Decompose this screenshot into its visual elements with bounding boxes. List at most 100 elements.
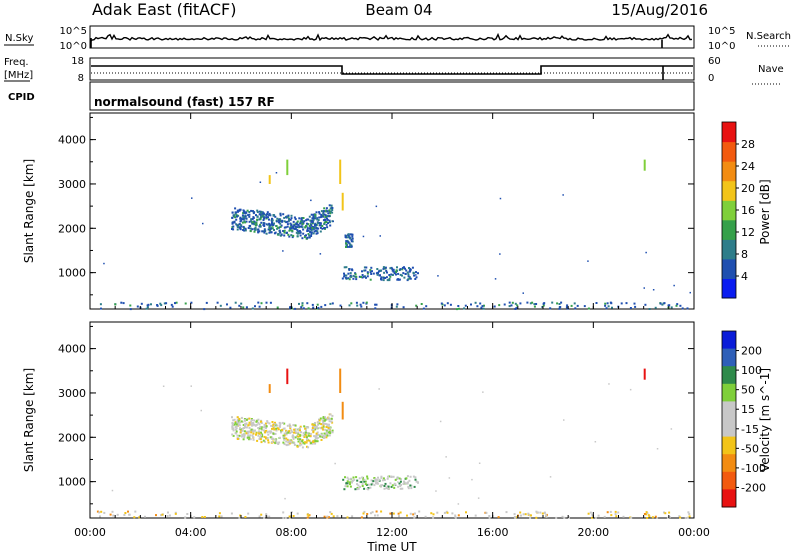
- echo-point: [412, 475, 415, 478]
- echo-point: [323, 227, 326, 229]
- echo-point: [314, 224, 316, 227]
- echo-point: [301, 440, 304, 442]
- echo-point: [351, 237, 354, 240]
- echo-point: [312, 215, 315, 218]
- echo-point: [229, 306, 232, 309]
- echo-point: [374, 303, 377, 306]
- echo-point: [549, 476, 552, 478]
- colorbar-tick-label: 28: [741, 138, 755, 151]
- echo-point: [243, 216, 246, 219]
- echo-point: [349, 485, 352, 488]
- echo-point: [294, 227, 297, 230]
- echo-point: [325, 434, 328, 436]
- echo-point: [482, 307, 485, 310]
- echo-point: [415, 274, 417, 276]
- echo-point: [316, 431, 319, 434]
- echo-point: [302, 217, 305, 219]
- echo-point: [389, 512, 392, 515]
- echo-point: [606, 302, 609, 305]
- echo-point: [257, 421, 260, 424]
- echo-point: [255, 222, 258, 225]
- echo-point: [269, 301, 272, 304]
- echo-point: [328, 427, 331, 430]
- echo-point: [395, 305, 398, 308]
- echo-point: [268, 422, 271, 425]
- echo-point: [366, 477, 369, 480]
- echo-point: [561, 515, 564, 518]
- date-title: 15/Aug/2016: [611, 1, 708, 19]
- echo-point: [432, 513, 435, 516]
- echo-point: [457, 503, 460, 505]
- echo-point: [306, 432, 309, 434]
- echo-point: [290, 429, 293, 432]
- echo-point: [299, 222, 302, 225]
- echo-point: [583, 305, 586, 308]
- colorbar-tick-label: 24: [741, 160, 755, 173]
- echo-point: [445, 456, 447, 458]
- echo-point: [383, 485, 386, 487]
- echo-point: [388, 279, 391, 282]
- echo-point: [257, 434, 260, 437]
- echo-point: [240, 219, 243, 222]
- echo-point: [362, 235, 365, 238]
- echo-point: [116, 513, 119, 516]
- echo-point: [258, 218, 261, 221]
- echo-point: [128, 513, 131, 516]
- echo-point: [391, 267, 394, 270]
- freq-left-label-1: Freq.: [4, 57, 29, 68]
- echo-point: [412, 513, 415, 516]
- echo-point: [253, 220, 256, 223]
- echo-point: [314, 428, 317, 431]
- colorbar-swatch: [722, 278, 736, 299]
- echo-point: [443, 304, 446, 307]
- echo-point: [271, 421, 274, 423]
- echo-point: [542, 304, 545, 307]
- echo-point: [235, 432, 238, 435]
- echo-point: [279, 214, 282, 217]
- echo-point: [397, 272, 400, 275]
- y-tick-label: 2000: [58, 222, 86, 235]
- echo-point: [606, 511, 609, 514]
- echo-point: [283, 220, 286, 223]
- echo-point: [288, 229, 291, 232]
- echo-point: [279, 231, 282, 234]
- echo-point: [246, 436, 249, 439]
- echo-point: [240, 302, 243, 305]
- echo-point: [514, 302, 517, 305]
- echo-point: [310, 220, 313, 223]
- echo-point: [312, 441, 315, 443]
- echo-point: [536, 511, 539, 514]
- echo-point: [281, 219, 284, 222]
- echo-point: [263, 516, 266, 519]
- echo-point: [410, 484, 413, 487]
- echo-point: [291, 236, 294, 239]
- echo-point: [240, 416, 243, 419]
- x-tick-label: 04:00: [175, 526, 207, 539]
- echo-point: [256, 439, 259, 442]
- echo-point: [156, 304, 159, 307]
- echo-point: [266, 213, 269, 216]
- colorbar-tick-label: -50: [741, 442, 759, 455]
- echo-point: [380, 476, 383, 479]
- echo-point: [136, 305, 139, 308]
- echo-point: [287, 443, 290, 446]
- echo-point: [291, 431, 294, 434]
- echo-point: [361, 483, 364, 486]
- echo-point: [591, 513, 594, 516]
- echo-point: [305, 434, 308, 437]
- echo-point: [238, 223, 241, 226]
- echo-point: [324, 432, 327, 435]
- echo-point: [260, 436, 263, 439]
- echo-point: [236, 228, 239, 231]
- echo-point: [311, 228, 314, 231]
- echo-point: [134, 510, 137, 513]
- echo-point: [654, 306, 657, 309]
- echo-point: [290, 307, 293, 310]
- echo-point: [247, 214, 250, 217]
- colorbar-swatch: [722, 258, 736, 279]
- echo-point: [303, 236, 306, 239]
- velocity-colorbar: 200 100 50 15 -15 -50 -100 -200: [721, 330, 766, 508]
- x-tick-label: 08:00: [275, 526, 307, 539]
- echo-point: [200, 409, 202, 412]
- echo-point: [425, 305, 428, 308]
